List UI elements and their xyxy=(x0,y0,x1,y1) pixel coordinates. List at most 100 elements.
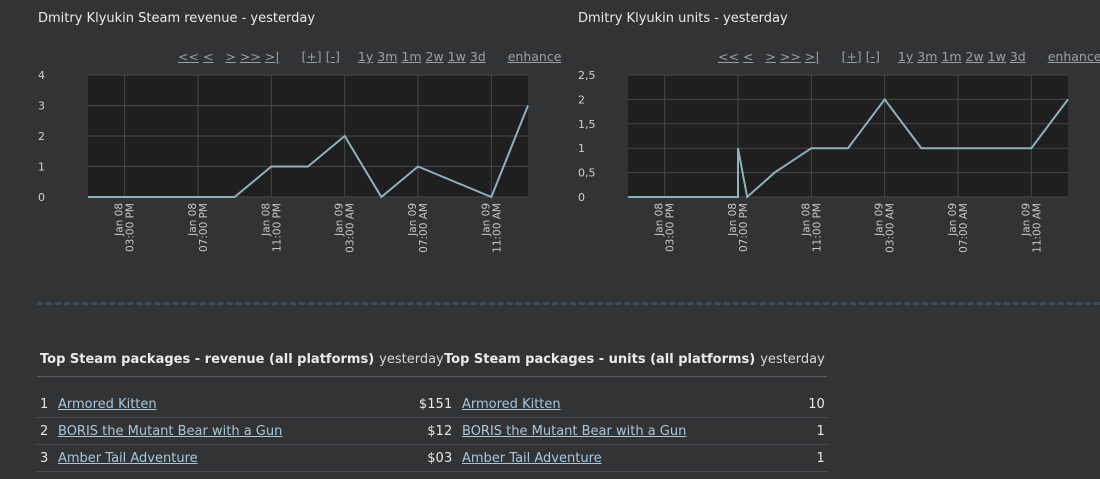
row-value: $1 xyxy=(376,417,446,445)
nav-last-button[interactable]: >| xyxy=(804,49,820,64)
nav-first-button[interactable]: << xyxy=(178,49,199,64)
x-tick-label: Jan 09 03:00 AM xyxy=(874,203,897,253)
nav-next-button[interactable]: > xyxy=(225,49,236,64)
x-tick-time: 03:00 PM xyxy=(125,203,137,252)
row-package-name: Amber Tail Adventure xyxy=(460,444,758,472)
x-tick-date: Jan 09 xyxy=(874,203,886,237)
nav-forward-button[interactable]: >> xyxy=(239,49,261,64)
row-rank: 3 xyxy=(37,444,56,472)
y-tick-label: 2,5 xyxy=(578,69,596,82)
range-2w-button[interactable]: 2w xyxy=(425,49,444,64)
zoom-in-button[interactable]: [+] xyxy=(301,49,322,64)
x-tick-date: Jan 08 xyxy=(114,203,126,237)
units-chart-controls: << < > >> >| [+] [-] 1y 3m 1m 2w 1w 3d e… xyxy=(718,49,1100,64)
row-package-name: Amber Tail Adventure xyxy=(56,444,377,472)
nav-last-button[interactable]: >| xyxy=(264,49,280,64)
table-title: Top Steam packages - revenue (all platfo… xyxy=(37,342,377,377)
zoom-out-button[interactable]: [-] xyxy=(325,49,340,64)
y-tick-label: 0,5 xyxy=(578,167,596,180)
x-tick-label: Jan 09 11:00 AM xyxy=(1020,203,1043,253)
series-line xyxy=(88,105,529,199)
x-tick-time: 03:00 PM xyxy=(665,203,677,252)
range-1y-button[interactable]: 1y xyxy=(897,49,914,64)
x-tick-label: Jan 08 07:00 PM xyxy=(727,203,750,252)
range-3d-button[interactable]: 3d xyxy=(469,49,486,64)
x-tick-date: Jan 08 xyxy=(727,203,739,237)
nav-first-button[interactable]: << xyxy=(718,49,739,64)
nav-next-button[interactable]: > xyxy=(765,49,776,64)
range-3m-button[interactable]: 3m xyxy=(377,49,398,64)
y-tick-label: 4 xyxy=(38,69,45,82)
x-tick-label: Jan 09 07:00 AM xyxy=(407,203,430,253)
table-row: 2 BORIS the Mutant Bear with a Gun 1 xyxy=(441,417,827,445)
enhance-button[interactable]: enhance xyxy=(507,49,562,64)
package-link[interactable]: BORIS the Mutant Bear with a Gun xyxy=(462,423,687,439)
enhance-button[interactable]: enhance xyxy=(1047,49,1100,64)
range-1w-button[interactable]: 1w xyxy=(447,49,466,64)
row-package-name: BORIS the Mutant Bear with a Gun xyxy=(460,417,758,445)
package-link[interactable]: BORIS the Mutant Bear with a Gun xyxy=(58,423,283,439)
x-tick-date: Jan 08 xyxy=(654,203,666,237)
row-rank: 3 xyxy=(441,444,460,472)
table-row: 2 BORIS the Mutant Bear with a Gun $1 xyxy=(37,417,446,445)
package-link[interactable]: Amber Tail Adventure xyxy=(462,450,602,466)
y-tick-label: 1 xyxy=(578,142,585,155)
row-rank: 2 xyxy=(37,417,56,445)
range-2w-button[interactable]: 2w xyxy=(965,49,984,64)
range-1m-button[interactable]: 1m xyxy=(401,49,422,64)
zoom-out-button[interactable]: [-] xyxy=(865,49,880,64)
table-period: yesterday xyxy=(376,342,446,377)
x-tick-time: 03:00 AM xyxy=(345,203,357,253)
nav-forward-button[interactable]: >> xyxy=(779,49,801,64)
x-tick-date: Jan 08 xyxy=(187,203,199,237)
table-title: Top Steam packages - units (all platform… xyxy=(441,342,758,377)
table-period: yesterday xyxy=(757,342,827,377)
x-tick-date: Jan 09 xyxy=(407,203,419,237)
range-3m-button[interactable]: 3m xyxy=(917,49,938,64)
x-tick-time: 03:00 AM xyxy=(885,203,897,253)
row-value: 10 xyxy=(757,391,827,418)
x-tick-time: 07:00 PM xyxy=(738,203,750,252)
x-tick-label: Jan 08 07:00 PM xyxy=(187,203,210,252)
row-value: 1 xyxy=(757,417,827,445)
x-tick-time: 11:00 AM xyxy=(1031,203,1043,253)
row-package-name: BORIS the Mutant Bear with a Gun xyxy=(56,417,377,445)
range-1m-button[interactable]: 1m xyxy=(941,49,962,64)
top-packages-revenue-table: Top Steam packages - revenue (all platfo… xyxy=(37,342,446,472)
nav-prev-button[interactable]: < xyxy=(742,49,754,64)
row-rank: 1 xyxy=(37,391,56,418)
nav-prev-button[interactable]: < xyxy=(202,49,214,64)
row-package-name: Armored Kitten xyxy=(56,391,377,418)
package-link[interactable]: Armored Kitten xyxy=(58,396,157,412)
x-tick-date: Jan 09 xyxy=(334,203,346,237)
range-3d-button[interactable]: 3d xyxy=(1009,49,1026,64)
top-packages-units-table: Top Steam packages - units (all platform… xyxy=(441,342,827,472)
x-tick-date: Jan 09 xyxy=(480,203,492,237)
x-tick-date: Jan 08 xyxy=(260,203,272,237)
package-link[interactable]: Armored Kitten xyxy=(462,396,561,412)
x-tick-date: Jan 08 xyxy=(800,203,812,237)
revenue-chart-title: Dmitry Klyukin Steam revenue - yesterday xyxy=(38,11,316,26)
x-tick-label: Jan 09 11:00 AM xyxy=(480,203,503,253)
range-1w-button[interactable]: 1w xyxy=(987,49,1006,64)
section-divider xyxy=(37,302,1100,305)
y-tick-label: 2 xyxy=(578,93,585,106)
y-tick-label: 1,5 xyxy=(578,118,596,131)
x-tick-time: 07:00 PM xyxy=(198,203,210,252)
table-row: 3 Amber Tail Adventure 1 xyxy=(441,444,827,472)
x-tick-label: Jan 08 11:00 PM xyxy=(800,203,823,252)
range-1y-button[interactable]: 1y xyxy=(357,49,374,64)
table-header: Top Steam packages - revenue (all platfo… xyxy=(37,342,446,377)
x-tick-time: 07:00 AM xyxy=(418,203,430,253)
x-tick-time: 11:00 PM xyxy=(811,203,823,252)
y-tick-label: 0 xyxy=(38,191,45,204)
zoom-in-button[interactable]: [+] xyxy=(841,49,862,64)
row-rank: 1 xyxy=(441,391,460,418)
table-header: Top Steam packages - units (all platform… xyxy=(441,342,827,377)
package-link[interactable]: Amber Tail Adventure xyxy=(58,450,198,466)
x-tick-label: Jan 08 03:00 PM xyxy=(654,203,677,252)
series-line xyxy=(628,97,1069,199)
row-value: $15 xyxy=(376,391,446,418)
